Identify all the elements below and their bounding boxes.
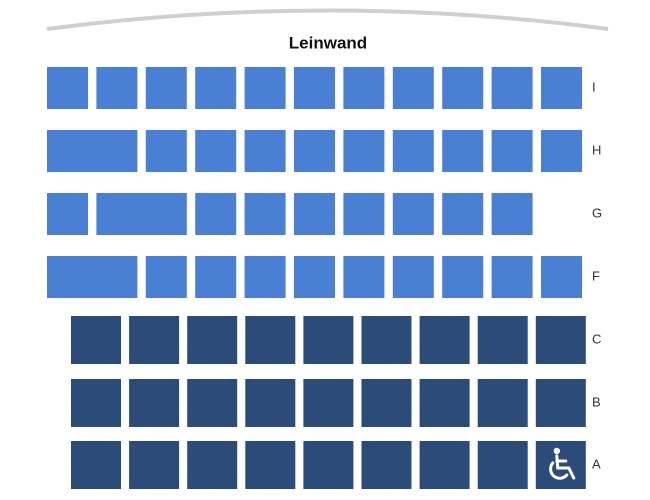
seat[interactable] <box>187 441 238 489</box>
seat[interactable] <box>477 441 528 489</box>
seat[interactable] <box>195 67 237 109</box>
screen-arc <box>46 8 609 31</box>
seat[interactable] <box>392 130 434 172</box>
seat[interactable] <box>96 193 187 235</box>
seat[interactable] <box>195 256 237 298</box>
seat[interactable] <box>47 193 88 235</box>
seat[interactable] <box>442 256 484 298</box>
seat[interactable] <box>245 316 296 364</box>
seat[interactable] <box>541 256 582 298</box>
seat[interactable] <box>187 316 238 364</box>
seat[interactable] <box>541 67 582 109</box>
seat[interactable] <box>535 379 586 427</box>
screen-label: Leinwand <box>289 33 367 52</box>
row-label: I <box>592 79 596 94</box>
seat[interactable] <box>245 379 296 427</box>
seat[interactable] <box>343 67 385 109</box>
seat[interactable] <box>392 193 434 235</box>
seat[interactable] <box>244 67 286 109</box>
row-label: H <box>592 142 601 157</box>
seat[interactable] <box>145 130 187 172</box>
seat[interactable] <box>491 193 533 235</box>
seat[interactable] <box>129 316 180 364</box>
seat[interactable] <box>47 130 138 172</box>
seat[interactable] <box>491 256 533 298</box>
seat[interactable] <box>145 256 187 298</box>
seat[interactable] <box>187 379 238 427</box>
seat[interactable] <box>419 379 470 427</box>
seat[interactable] <box>419 316 470 364</box>
seat[interactable] <box>361 316 412 364</box>
seat[interactable] <box>535 316 586 364</box>
seat[interactable] <box>71 379 121 427</box>
seat[interactable] <box>71 441 121 489</box>
seat[interactable] <box>245 441 296 489</box>
row-label: C <box>592 331 601 346</box>
seat[interactable] <box>361 441 412 489</box>
seat[interactable] <box>343 256 385 298</box>
seat[interactable] <box>541 130 582 172</box>
row-label: A <box>592 456 601 471</box>
seat[interactable] <box>244 256 286 298</box>
seat[interactable] <box>491 130 533 172</box>
seat[interactable] <box>129 379 180 427</box>
seat[interactable] <box>442 130 484 172</box>
seat[interactable] <box>442 67 484 109</box>
seat[interactable] <box>392 67 434 109</box>
seat[interactable] <box>361 379 412 427</box>
wheelchair-icon <box>549 447 576 480</box>
seat[interactable] <box>145 67 187 109</box>
seat[interactable] <box>129 441 180 489</box>
seat[interactable] <box>96 67 138 109</box>
row-label: B <box>592 394 601 409</box>
seat[interactable] <box>442 193 484 235</box>
seat[interactable] <box>294 67 335 109</box>
row-label: F <box>592 268 600 283</box>
seat[interactable] <box>47 256 138 298</box>
seat[interactable] <box>244 193 286 235</box>
seat[interactable] <box>491 67 533 109</box>
seat[interactable] <box>244 130 286 172</box>
seat[interactable] <box>294 256 335 298</box>
seat[interactable] <box>195 130 237 172</box>
row-label: G <box>592 205 602 220</box>
seat[interactable] <box>294 130 335 172</box>
seat[interactable] <box>343 130 385 172</box>
seat[interactable] <box>477 316 528 364</box>
seat[interactable] <box>71 316 121 364</box>
seat[interactable] <box>294 193 335 235</box>
seat[interactable] <box>47 67 88 109</box>
seat[interactable] <box>303 316 354 364</box>
seat[interactable] <box>303 441 354 489</box>
seat[interactable] <box>303 379 354 427</box>
icon-wheel <box>549 461 569 480</box>
seat[interactable] <box>535 441 586 489</box>
seat[interactable] <box>195 193 237 235</box>
seat[interactable] <box>392 256 434 298</box>
icon-head <box>553 447 560 455</box>
seat[interactable] <box>477 379 528 427</box>
seat[interactable] <box>343 193 385 235</box>
seat[interactable] <box>419 441 470 489</box>
